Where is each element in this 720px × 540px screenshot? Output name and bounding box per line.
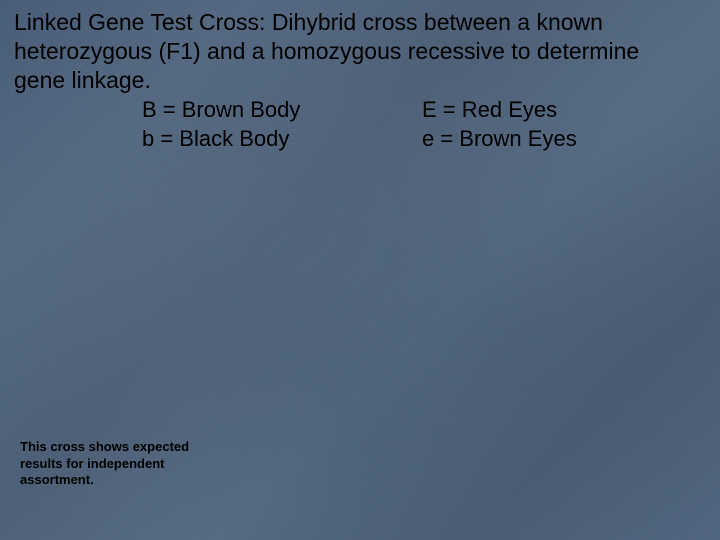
- slide-container: Linked Gene Test Cross: Dihybrid cross b…: [0, 0, 720, 540]
- slide-title: Linked Gene Test Cross: Dihybrid cross b…: [14, 8, 706, 94]
- legend-eye-color: E = Red Eyes e = Brown Eyes: [422, 96, 577, 153]
- legend-body-color: B = Brown Body b = Black Body: [142, 96, 402, 153]
- footnote-line-3: assortment.: [20, 472, 189, 488]
- title-line-1: Linked Gene Test Cross: Dihybrid cross b…: [14, 8, 706, 37]
- legend-E-dominant: E = Red Eyes: [422, 96, 577, 125]
- title-line-2: heterozygous (F1) and a homozygous reces…: [14, 37, 706, 66]
- legend-B-dominant: B = Brown Body: [142, 96, 402, 125]
- legend-b-recessive: b = Black Body: [142, 125, 402, 154]
- legend-e-recessive: e = Brown Eyes: [422, 125, 577, 154]
- title-line-3: gene linkage.: [14, 66, 706, 95]
- allele-legend: B = Brown Body b = Black Body E = Red Ey…: [14, 96, 706, 153]
- footnote-line-2: results for independent: [20, 456, 189, 472]
- footnote-line-1: This cross shows expected: [20, 439, 189, 455]
- footnote: This cross shows expected results for in…: [20, 439, 189, 488]
